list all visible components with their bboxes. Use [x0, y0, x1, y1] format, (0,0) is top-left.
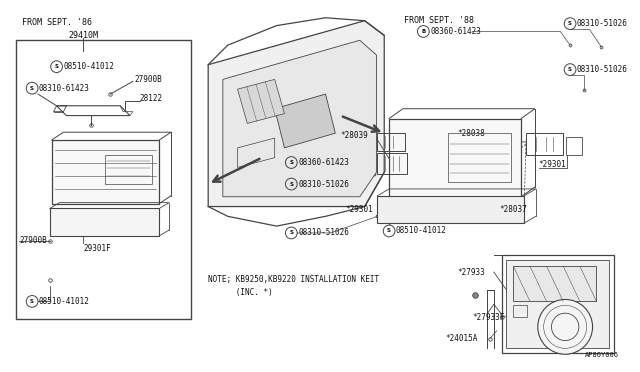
Text: 08310-51026: 08310-51026	[577, 19, 628, 28]
Bar	[513, 305, 527, 317]
Text: S: S	[289, 182, 293, 186]
Bar	[378, 133, 404, 151]
Text: S: S	[387, 228, 391, 234]
Text: 29410M: 29410M	[68, 32, 98, 41]
Text: 08510-41012: 08510-41012	[396, 227, 447, 235]
Text: *29301: *29301	[539, 160, 566, 169]
Text: S: S	[30, 86, 34, 91]
Text: NOTE; KB9250,KB9220 INSTALLATION KEIT
      (INC. *): NOTE; KB9250,KB9220 INSTALLATION KEIT (I…	[208, 275, 380, 297]
Text: S: S	[568, 67, 572, 72]
Polygon shape	[208, 21, 384, 206]
Bar	[106, 155, 152, 184]
Polygon shape	[506, 260, 609, 348]
Text: B: B	[421, 29, 426, 34]
Text: S: S	[30, 299, 34, 304]
Bar	[513, 266, 596, 301]
Text: AP80Y006: AP80Y006	[585, 352, 619, 358]
Text: FROM SEPT. '88: FROM SEPT. '88	[404, 16, 474, 25]
Text: S: S	[289, 230, 293, 235]
Bar	[52, 140, 159, 203]
Text: *24015A: *24015A	[445, 334, 477, 343]
Bar	[526, 133, 563, 155]
Polygon shape	[237, 79, 284, 124]
Text: S: S	[289, 160, 293, 165]
Text: 28122: 28122	[140, 94, 163, 103]
Bar	[448, 133, 511, 182]
Text: 27900B: 27900B	[19, 236, 47, 245]
Text: 08310-61423: 08310-61423	[39, 84, 90, 93]
Text: 08310-51026: 08310-51026	[577, 65, 628, 74]
Polygon shape	[223, 40, 376, 197]
Text: 08510-41012: 08510-41012	[63, 62, 115, 71]
Text: S: S	[568, 21, 572, 26]
Circle shape	[538, 299, 593, 354]
Bar	[50, 208, 159, 236]
Text: 29301F: 29301F	[83, 244, 111, 253]
Text: S: S	[54, 64, 59, 69]
Bar	[17, 40, 191, 319]
Text: 08360-61423: 08360-61423	[430, 27, 481, 36]
Bar	[389, 119, 521, 197]
Text: *29301: *29301	[345, 205, 373, 214]
Text: 08510-41012: 08510-41012	[39, 297, 90, 306]
Polygon shape	[275, 94, 335, 148]
Bar	[378, 153, 407, 174]
Text: 27900B: 27900B	[135, 75, 163, 84]
Text: *28039: *28039	[340, 131, 368, 140]
Text: *28037: *28037	[500, 205, 527, 214]
Text: FROM SEPT. '86: FROM SEPT. '86	[22, 18, 92, 27]
Text: 08310-51026: 08310-51026	[298, 228, 349, 237]
Bar	[378, 196, 524, 223]
Text: 08310-51026: 08310-51026	[298, 180, 349, 189]
Text: *28038: *28038	[458, 129, 485, 138]
Bar	[566, 137, 582, 155]
Text: 08360-61423: 08360-61423	[298, 158, 349, 167]
Text: *27933: *27933	[458, 267, 485, 276]
Text: *27933F: *27933F	[472, 312, 504, 321]
